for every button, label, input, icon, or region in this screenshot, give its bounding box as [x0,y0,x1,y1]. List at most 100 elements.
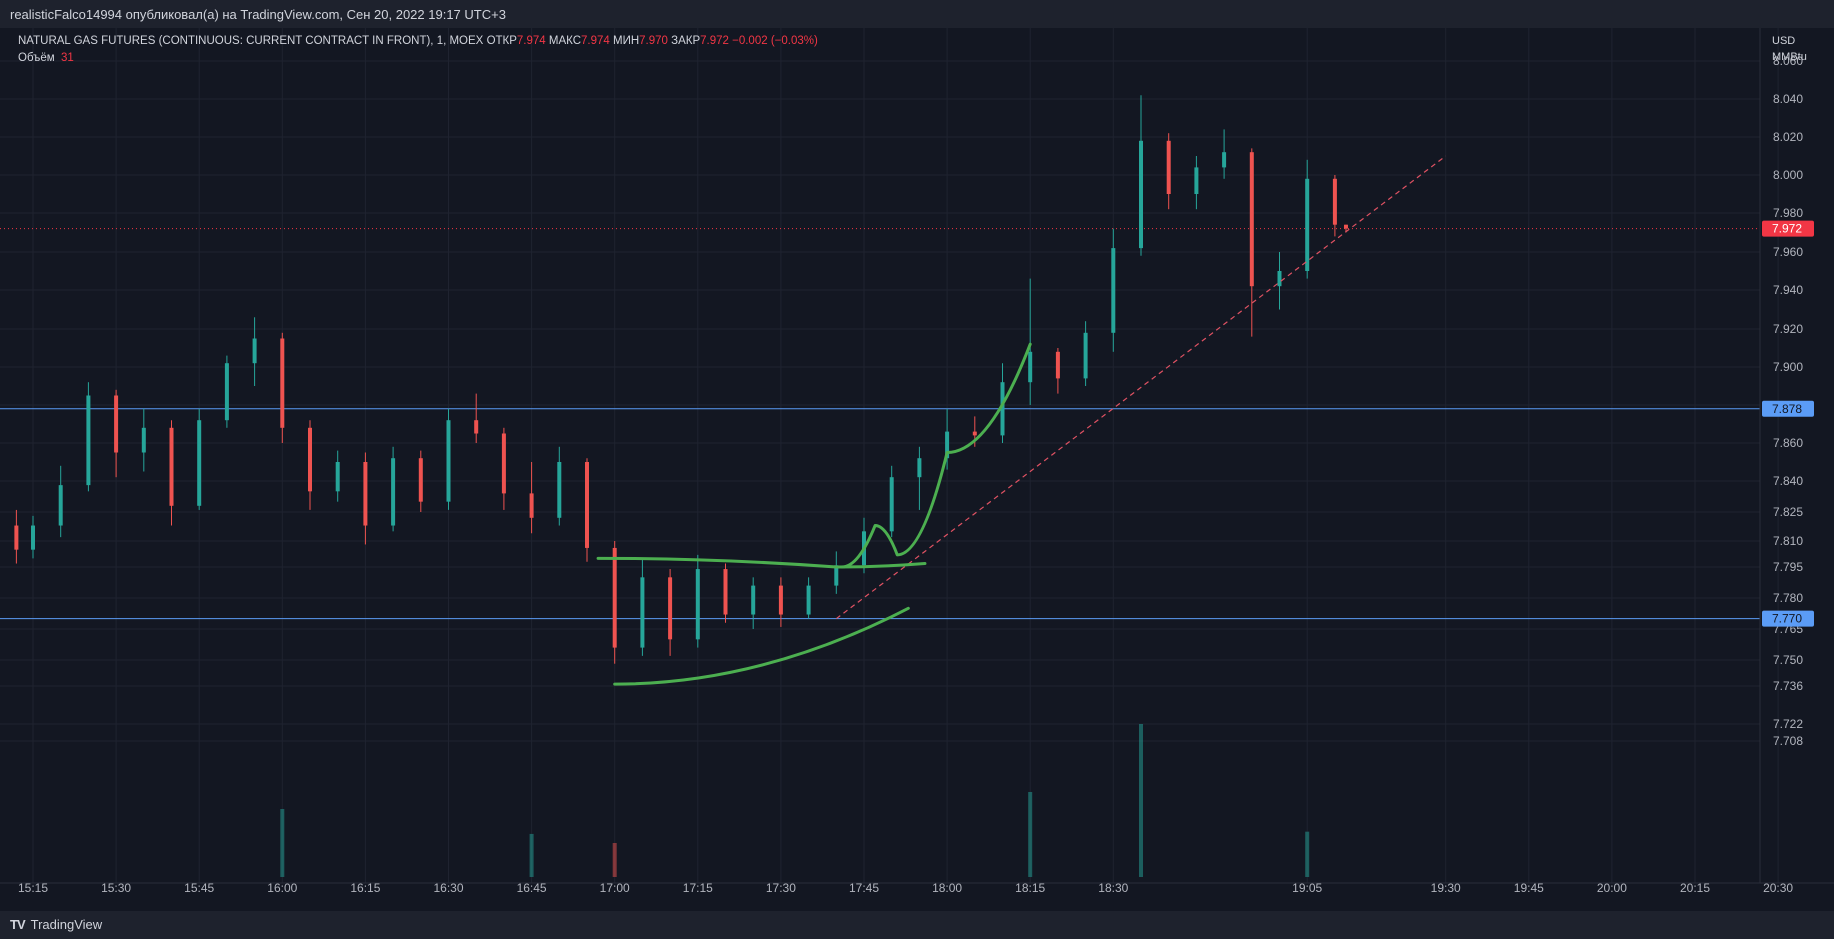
volume-label: Объём [18,52,55,64]
candle-body [1000,382,1005,436]
candle-body [612,547,617,648]
candle-body [1332,178,1337,225]
candle-body [1249,152,1254,287]
price-tick-label: 8.000 [1773,168,1803,182]
symbol-title: NATURAL GAS FUTURES (CONTINUOUS: CURRENT… [18,35,484,47]
low-value: 7.970 [639,35,668,47]
time-tick-label: 18:30 [1098,881,1128,895]
candle [141,408,146,472]
price-tick-label: 7.722 [1773,717,1803,731]
time-tick-label: 20:00 [1597,881,1627,895]
candle [1111,228,1116,352]
price-tick-label: 7.940 [1773,283,1803,297]
candle-body [557,462,562,518]
volume-bar [1305,831,1310,877]
price-tick-label: 7.920 [1773,322,1803,336]
publish-header: realisticFalco14994 опубликовал(а) на Tr… [0,0,1834,28]
candle [751,577,756,629]
tradingview-brand[interactable]: TV TradingView [10,917,102,932]
candle-body [1055,351,1060,379]
publish-info: realisticFalco14994 опубликовал(а) на Tr… [10,7,506,22]
time-tick-label: 18:15 [1015,881,1045,895]
candle-body [723,569,728,615]
candle [1194,156,1199,210]
candle-body [58,485,63,526]
open-value: 7.974 [516,35,546,47]
price-tick-label: 7.810 [1773,534,1803,548]
price-tick-label: 7.736 [1773,679,1803,693]
candle [1083,321,1088,386]
candle-body [86,395,91,486]
candle-body [31,525,35,550]
price-axis: 8.060 8.040 8.020 8.000 7.980 7.960 7.940 7.920… [1762,54,1814,748]
level-upper-label: 7.878 [1772,402,1802,416]
freehand-drawing-support [613,606,910,686]
candle [917,446,922,510]
candle [778,577,783,627]
time-tick-label: 16:45 [517,881,547,895]
level-upper-badge [1762,400,1814,417]
candle-body [114,395,119,453]
time-tick-label: 18:00 [932,881,962,895]
candle-body [1194,167,1199,194]
candle [889,465,894,538]
candle [224,355,229,428]
price-chart[interactable]: 8.060 8.040 8.020 8.000 7.980 7.960 7.940 7.920… [0,28,1834,911]
volume-bar [612,843,617,877]
time-axis: 15:15 15:30 15:45 16:00 16:15 16:30 16:45 17:00… [18,881,1793,895]
change-value: −0.002 (−0.03%) [732,35,818,47]
candle-body [751,585,756,615]
candle-body [418,458,423,502]
candle-body [1277,271,1282,287]
level-lower-label: 7.770 [1772,612,1802,626]
candle-body [806,585,811,615]
candle-body [141,427,146,453]
candle [58,465,63,538]
price-tick-label: 8.060 [1773,54,1803,68]
candle [14,509,19,564]
candle [640,558,645,656]
price-tick-label: 7.980 [1773,206,1803,220]
candle [529,462,534,534]
candle [1305,159,1310,279]
candle-body [308,427,312,492]
candle-body [197,420,202,506]
candle-body [972,431,977,436]
candle-body [834,565,839,586]
candle-body [335,462,340,492]
price-tick-label: 7.840 [1773,474,1803,488]
volume-bars [280,724,1310,877]
price-tick-label: 7.780 [1773,591,1803,605]
candles [14,95,1348,664]
close-value: 7.972 [700,35,729,47]
high-label: МАКС [548,35,582,47]
volume-bar [529,833,534,877]
time-tick-label: 16:30 [433,881,463,895]
candle [1332,175,1337,237]
unit-line-1: USD [1772,35,1796,47]
drawings [596,155,1447,686]
candle [114,389,119,478]
candle [1055,348,1060,394]
candle [723,563,728,623]
candle [557,446,562,526]
candle [1222,129,1227,179]
candle [363,452,368,545]
time-tick-label: 19:30 [1431,881,1461,895]
candle [945,408,950,470]
freehand-drawing-resistance [596,556,927,569]
high-value: 7.974 [581,35,610,47]
candle-body [252,338,257,364]
time-tick-label: 19:05 [1292,881,1322,895]
chart-legend: NATURAL GAS FUTURES (CONTINUOUS: CURRENT… [18,35,818,47]
candle [612,541,617,664]
candle-body [640,577,645,648]
time-tick-label: 17:15 [683,881,713,895]
footer: TV TradingView [0,911,1834,939]
time-tick-label: 16:15 [350,881,380,895]
price-tick-label: 7.825 [1773,505,1803,519]
volume-value: 31 [61,52,74,64]
candle-body [585,462,589,548]
dashed-trend-line [835,155,1447,620]
candle-body [363,462,368,526]
